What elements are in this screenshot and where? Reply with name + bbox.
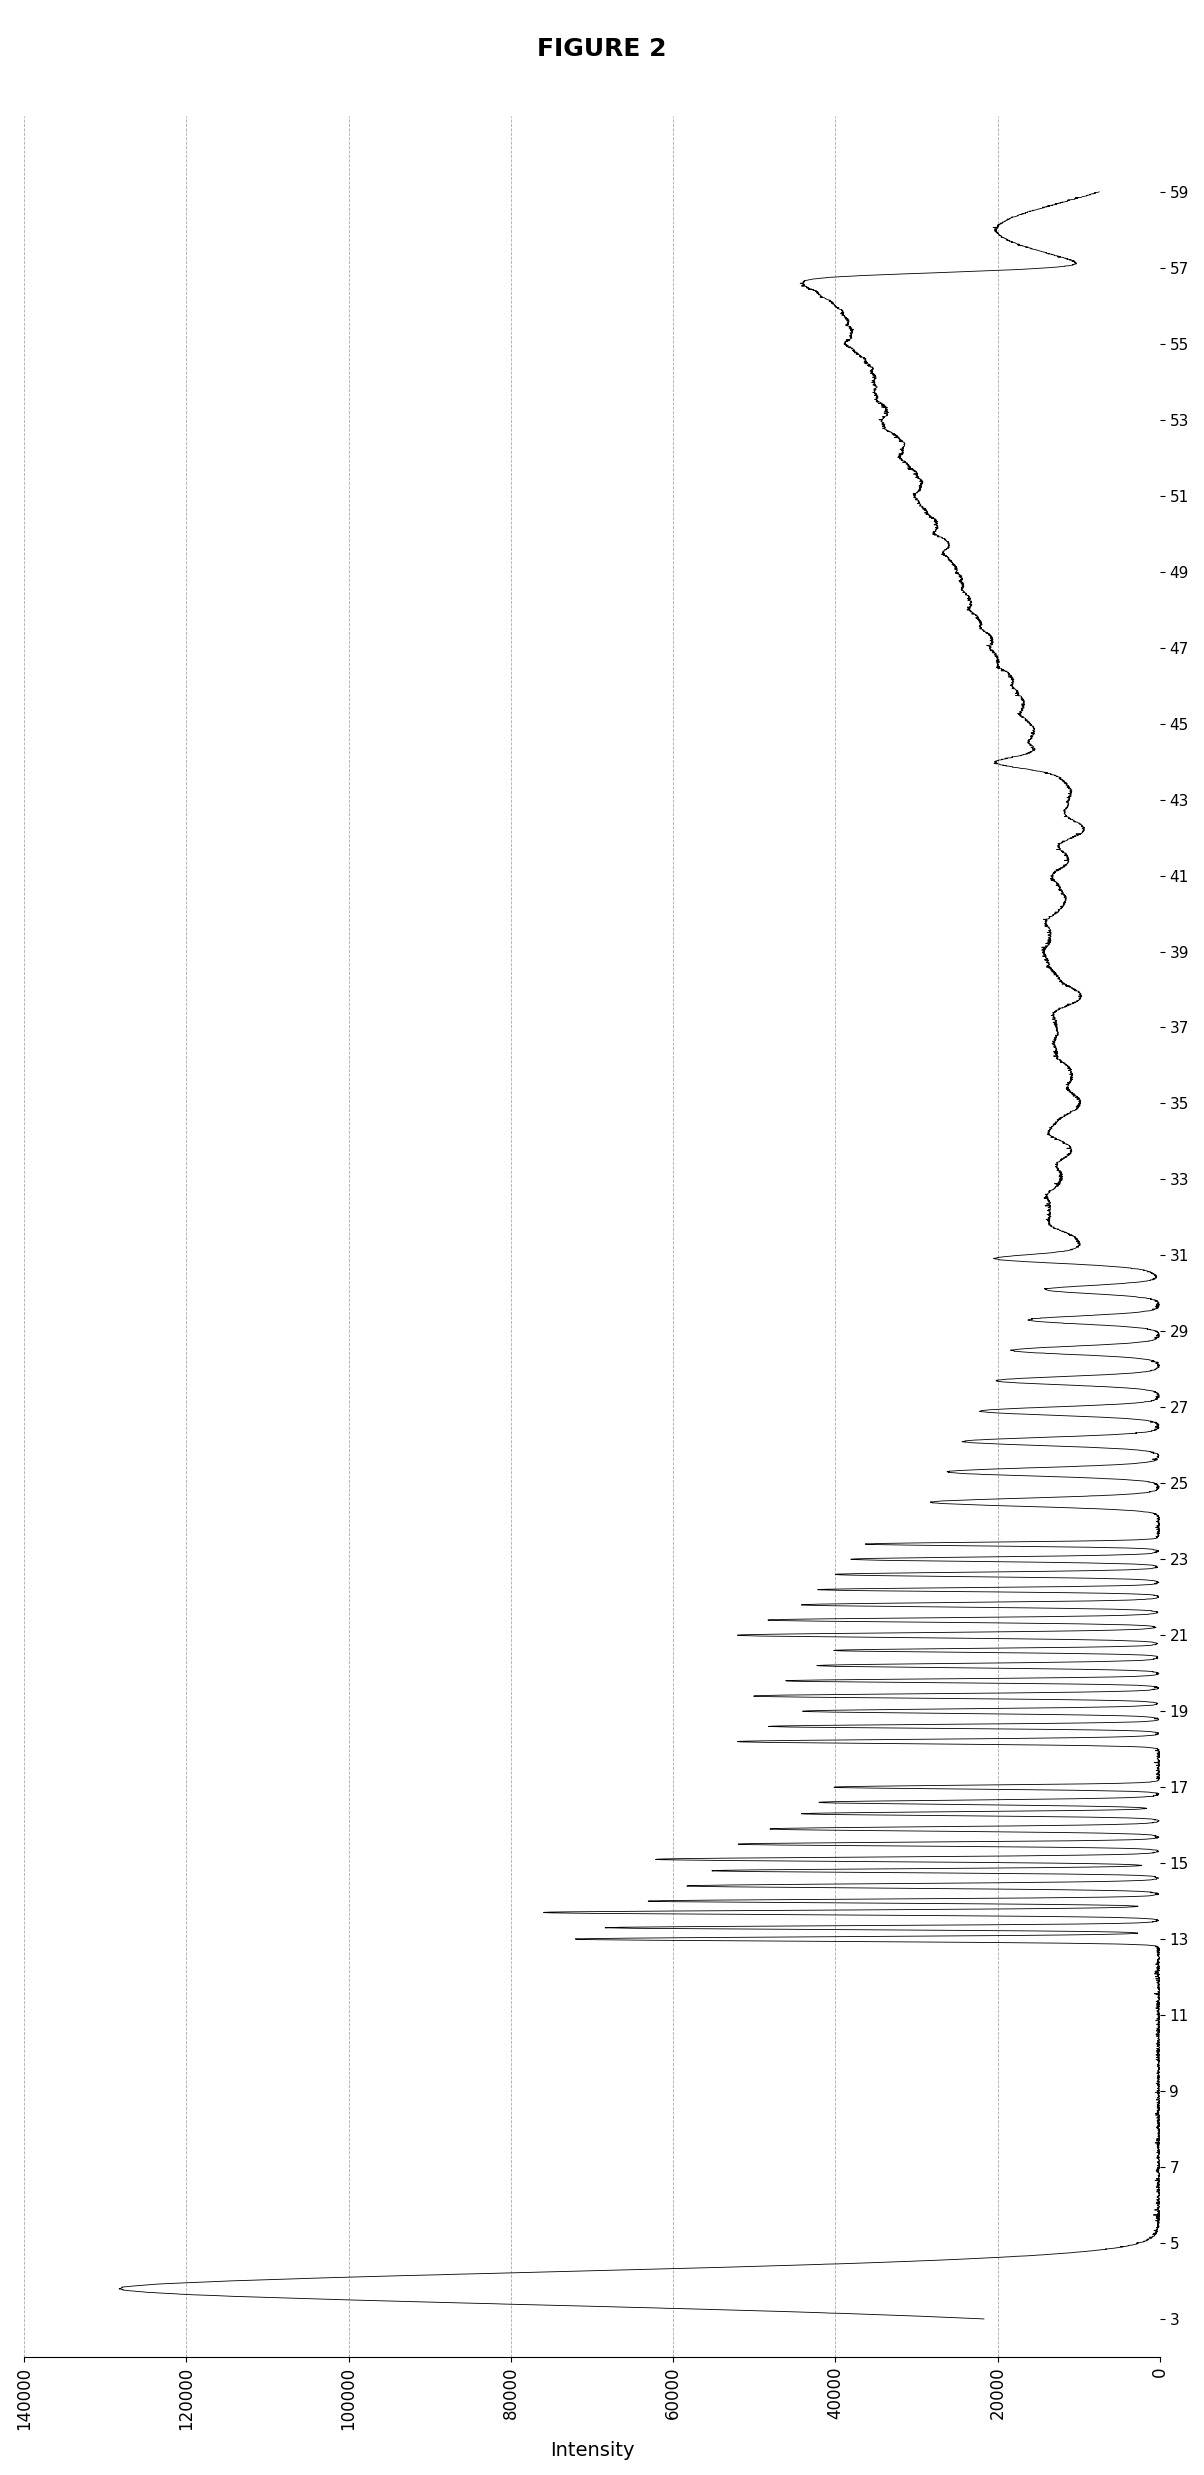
- Text: FIGURE 2: FIGURE 2: [537, 37, 667, 62]
- X-axis label: Intensity: Intensity: [550, 2440, 635, 2460]
